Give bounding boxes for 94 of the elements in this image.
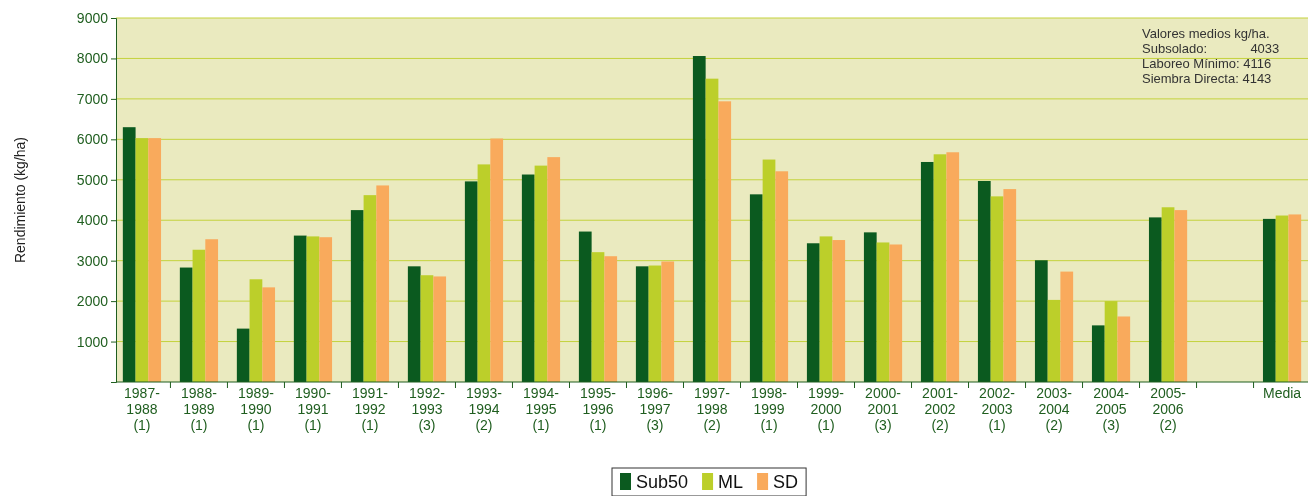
x-tick-label: 2000-2001 (3) xyxy=(865,385,902,433)
bar xyxy=(262,287,276,382)
bar xyxy=(946,152,960,382)
x-tick-label: 1994-1995 (1) xyxy=(523,385,560,433)
bar xyxy=(819,236,833,382)
bar xyxy=(363,195,377,382)
x-tick-label: 2001-2002 (2) xyxy=(922,385,959,433)
annotation: Valores medios kg/ha. Subsolado: 4033 Laboreo Mínimo: 4116 Siembra Directa: 4143 xyxy=(1142,26,1280,86)
bar xyxy=(705,78,719,382)
bar xyxy=(1174,210,1188,382)
bar xyxy=(635,266,649,382)
bar xyxy=(604,256,618,382)
bar xyxy=(648,265,662,382)
bar xyxy=(306,236,320,382)
y-tick-label: 6000 xyxy=(76,131,109,148)
y-tick-label: 4000 xyxy=(76,212,109,229)
bar xyxy=(319,237,333,382)
y-tick-label: 8000 xyxy=(76,50,109,67)
bar xyxy=(933,154,947,382)
y-tick-label: 3000 xyxy=(76,252,109,269)
x-tick-label: 1991-1992 (1) xyxy=(352,385,389,433)
bar xyxy=(1104,301,1118,382)
bar xyxy=(1117,316,1131,382)
bar xyxy=(920,161,934,382)
bar xyxy=(1262,218,1276,382)
bar xyxy=(775,171,789,382)
bar xyxy=(205,239,219,382)
bar xyxy=(192,249,206,382)
bar xyxy=(718,101,732,382)
x-tick-label: 1997-1998 (2) xyxy=(694,385,731,433)
bar xyxy=(749,194,763,382)
bar xyxy=(1047,299,1061,382)
bar xyxy=(1275,215,1289,382)
bar xyxy=(547,157,561,382)
bar xyxy=(977,180,991,382)
bar xyxy=(1034,260,1048,382)
bar xyxy=(464,181,478,382)
bar xyxy=(148,138,162,382)
y-tick-label: 2000 xyxy=(76,293,109,310)
bar xyxy=(990,196,1004,382)
bar xyxy=(1288,214,1302,382)
x-tick-label: 1999-2000 (1) xyxy=(808,385,845,433)
bar xyxy=(806,243,820,382)
bar xyxy=(122,127,136,382)
y-tick-label: 7000 xyxy=(76,90,109,107)
bar xyxy=(876,242,890,382)
x-tick-label: 1995-1996 (1) xyxy=(580,385,617,433)
bar xyxy=(293,235,307,382)
bar xyxy=(762,159,776,382)
x-tick-label: 1993-1994 (2) xyxy=(466,385,503,433)
bar xyxy=(1003,189,1017,382)
bar xyxy=(350,210,364,382)
bar xyxy=(692,56,706,382)
x-tick-label: 1998-1999 (1) xyxy=(751,385,788,433)
bar xyxy=(249,279,263,382)
x-tick-label: 1989-1990 (1) xyxy=(238,385,275,433)
x-tick-label: 1996-1997 (3) xyxy=(637,385,674,433)
bar xyxy=(1091,325,1105,382)
x-tick-label: 1988-1989 (1) xyxy=(181,385,218,433)
bar xyxy=(661,261,675,382)
bar xyxy=(490,138,504,382)
bar xyxy=(135,138,149,382)
bar xyxy=(407,266,421,382)
x-tick-label: 2005-2006 (2) xyxy=(1150,385,1187,433)
x-tick-label: 2004-2005 (3) xyxy=(1093,385,1130,433)
bar xyxy=(236,328,250,382)
x-tick-label: 2003-2004 (2) xyxy=(1036,385,1073,433)
bar xyxy=(420,275,434,382)
bar xyxy=(889,244,903,382)
bar xyxy=(179,267,193,382)
y-tick-label: 1000 xyxy=(76,333,109,350)
y-tick-label: 9000 xyxy=(76,9,109,26)
x-tick-label: 1992-1993 (3) xyxy=(409,385,446,433)
legend-label: ML xyxy=(718,472,744,492)
bar xyxy=(578,231,592,382)
x-tick-label: Media xyxy=(1262,385,1302,401)
x-tick-label: 1990-1991 (1) xyxy=(295,385,332,433)
legend-label: SD xyxy=(773,472,799,492)
bar xyxy=(591,252,605,382)
bar xyxy=(433,276,447,382)
bar xyxy=(521,174,535,382)
bar xyxy=(1148,217,1162,382)
legend-label: Sub50 xyxy=(636,472,689,492)
y-tick-label: 5000 xyxy=(76,171,109,188)
bar xyxy=(1060,271,1074,382)
x-tick-label: 2002-2003 (1) xyxy=(979,385,1016,433)
bar xyxy=(863,232,877,382)
x-tick-label: 1987-1988 (1) xyxy=(124,385,161,433)
bar xyxy=(376,185,390,382)
y-axis-title: Rendimiento (kg/ha) xyxy=(12,136,28,264)
bar xyxy=(534,165,548,382)
bar xyxy=(832,240,846,382)
bar xyxy=(477,164,491,382)
bar xyxy=(1161,207,1175,382)
